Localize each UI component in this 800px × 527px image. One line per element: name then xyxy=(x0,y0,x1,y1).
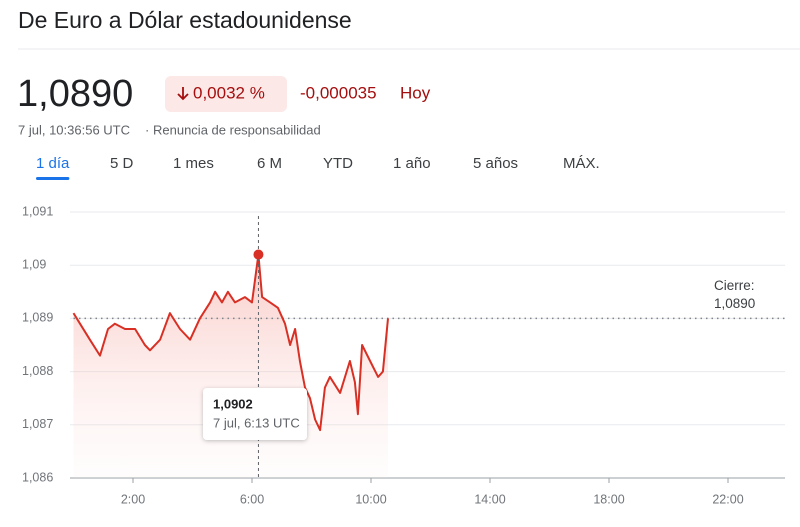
change-period: Hoy xyxy=(400,83,431,102)
close-name: Cierre: xyxy=(714,278,755,293)
price: 1,0890 xyxy=(17,73,133,115)
x-tick-label: 10:00 xyxy=(355,492,386,506)
x-tick-label: 6:00 xyxy=(240,492,264,506)
change-percent: 0,0032 % xyxy=(193,83,265,102)
tabs: 1 día 5 D 1 mes 6 M YTD 1 año 5 años MÁX. xyxy=(36,155,600,180)
tab[interactable]: YTD xyxy=(323,155,353,172)
x-tick-label: 14:00 xyxy=(474,492,505,506)
change-badge xyxy=(165,76,287,112)
area xyxy=(73,254,388,478)
tab[interactable]: MÁX. xyxy=(563,155,600,172)
x-tick-label: 2:00 xyxy=(121,492,145,506)
chart: 1,091 1,09 1,089 1,088 1,087 1,086 2:00 6:00 10:… xyxy=(22,204,785,506)
tab[interactable]: 5 años xyxy=(473,155,518,172)
tooltip xyxy=(203,388,307,440)
change-abs: -0,000035 xyxy=(300,83,377,102)
y-tick-label: 1,091 xyxy=(22,204,53,218)
x-tick-label: 22:00 xyxy=(712,492,743,506)
timestamp: 7 jul, 10:36:56 UTC xyxy=(18,122,130,137)
y-tick-label: 1,086 xyxy=(22,470,53,484)
tooltip-value: 1,0902 xyxy=(213,396,253,411)
y-tick-label: 1,089 xyxy=(22,311,53,325)
tab[interactable]: 1 mes xyxy=(173,155,214,172)
x-tick-label: 18:00 xyxy=(593,492,624,506)
close-label: 1,0890 xyxy=(714,296,755,311)
tab[interactable]: 1 año xyxy=(393,155,431,172)
tab[interactable]: 6 M xyxy=(257,155,282,172)
separator: · xyxy=(145,122,149,137)
y-tick-label: 1,087 xyxy=(22,417,53,431)
y-tick-label: 1,088 xyxy=(22,364,53,378)
down-arrow xyxy=(177,87,189,101)
hover-dot xyxy=(253,249,264,260)
tab[interactable]: 1 día xyxy=(36,155,70,172)
title: De Euro a Dólar estadounidense xyxy=(18,7,352,33)
tooltip-time: 7 jul, 6:13 UTC xyxy=(213,415,300,430)
disclaimer[interactable]: Renuncia de responsabilidad xyxy=(153,122,321,137)
y-tick-label: 1,09 xyxy=(22,257,46,271)
tab-underline xyxy=(36,177,70,180)
tab[interactable]: 5 D xyxy=(110,155,134,172)
